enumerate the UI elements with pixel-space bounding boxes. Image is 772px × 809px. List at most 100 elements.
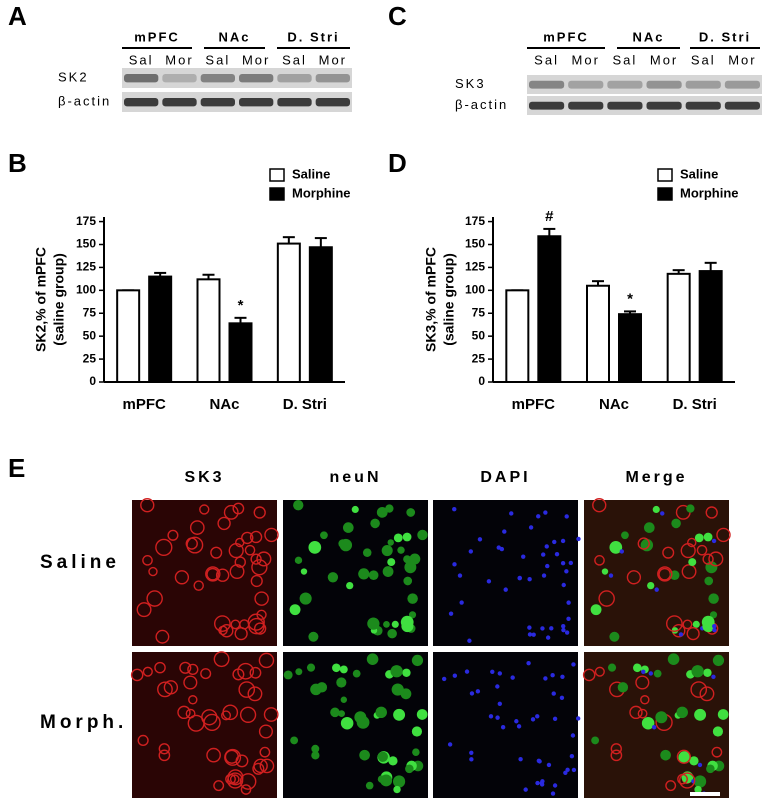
- cell: [130, 668, 144, 682]
- nucleus: [561, 623, 566, 629]
- cell: [259, 758, 275, 774]
- cell: [607, 663, 617, 672]
- cell: [407, 593, 418, 604]
- cell: [254, 591, 269, 606]
- cell: [311, 744, 320, 753]
- nucleus: [550, 673, 555, 678]
- nucleus: [565, 767, 570, 773]
- y-tick-label: 100: [465, 283, 485, 297]
- cell: [376, 506, 388, 518]
- x-tick-label: NAc: [209, 396, 239, 413]
- nucleus: [569, 753, 575, 759]
- cell: [387, 558, 396, 567]
- cell: [703, 532, 713, 542]
- cell: [591, 736, 600, 745]
- cell: [251, 559, 268, 576]
- cell: [252, 762, 265, 775]
- cell: [609, 541, 623, 554]
- legend-label: Saline: [680, 166, 718, 181]
- cell: [295, 668, 303, 676]
- cell: [629, 705, 643, 720]
- cell: [409, 553, 421, 565]
- column-label: SK3: [184, 469, 224, 486]
- cell: [385, 504, 394, 513]
- cell: [213, 651, 230, 668]
- cell: [686, 626, 700, 641]
- nucleus: [497, 671, 503, 676]
- nucleus: [495, 684, 500, 689]
- nucleus: [486, 579, 492, 584]
- cell: [137, 734, 149, 747]
- nucleus: [564, 569, 569, 574]
- y-tick-label: 25: [472, 351, 486, 365]
- cell: [708, 593, 719, 604]
- cell: [694, 533, 704, 543]
- cell: [237, 662, 255, 680]
- cell: [686, 504, 695, 513]
- cell: [688, 558, 697, 567]
- lane-label: Sal: [205, 52, 230, 67]
- blot-band: [568, 101, 604, 110]
- row-label: Morph.: [40, 712, 127, 733]
- nucleus: [502, 529, 507, 534]
- cell: [411, 726, 423, 737]
- nucleus: [457, 573, 463, 578]
- nucleus: [543, 676, 548, 681]
- cell: [637, 537, 650, 550]
- y-tick-label: 25: [83, 351, 97, 365]
- y-tick-label: 125: [465, 260, 485, 274]
- cell: [311, 751, 320, 760]
- cell: [387, 628, 397, 639]
- nucleus: [488, 714, 494, 719]
- cell: [680, 542, 696, 559]
- cell: [293, 500, 304, 511]
- cell: [610, 749, 623, 762]
- cell: [594, 666, 605, 677]
- cell: [402, 532, 412, 542]
- nucleus: [549, 626, 554, 631]
- nucleus: [641, 669, 646, 674]
- cell: [655, 711, 668, 724]
- cell: [213, 780, 225, 792]
- cell: [253, 622, 267, 635]
- cell: [709, 611, 718, 619]
- y-axis-label: (saline group): [441, 253, 457, 346]
- nucleus: [561, 582, 566, 588]
- cell: [690, 681, 708, 698]
- cell: [142, 555, 153, 566]
- cell: [258, 724, 273, 739]
- cell: [354, 711, 367, 724]
- panel-label: E: [8, 453, 25, 483]
- legend-label: Morphine: [292, 185, 351, 200]
- cell: [647, 581, 655, 590]
- bar: [698, 270, 723, 384]
- cell: [375, 706, 387, 719]
- blot-band: [646, 101, 682, 110]
- cell: [352, 669, 361, 678]
- nucleus: [651, 725, 657, 730]
- y-tick-label: 0: [89, 374, 96, 388]
- cell: [679, 772, 696, 789]
- cell: [336, 677, 347, 688]
- cell: [393, 708, 406, 721]
- nucleus: [608, 573, 614, 578]
- blot-row-label: β-actin: [455, 97, 508, 112]
- cell: [712, 726, 724, 737]
- cell: [201, 709, 218, 726]
- cell: [142, 666, 153, 677]
- legend-swatch: [657, 168, 673, 182]
- nucleus: [566, 616, 571, 622]
- nucleus: [539, 782, 545, 787]
- bar: [276, 242, 301, 383]
- nucleus: [464, 669, 470, 674]
- legend-swatch: [269, 168, 285, 182]
- cell: [711, 746, 723, 758]
- blot-band: [607, 101, 643, 110]
- cell: [228, 542, 244, 559]
- blot-group: D. Stri: [287, 29, 339, 44]
- cell: [696, 544, 708, 556]
- significance-mark: #: [545, 208, 554, 225]
- cell: [155, 629, 170, 644]
- bar: [116, 289, 141, 384]
- cell: [247, 686, 263, 702]
